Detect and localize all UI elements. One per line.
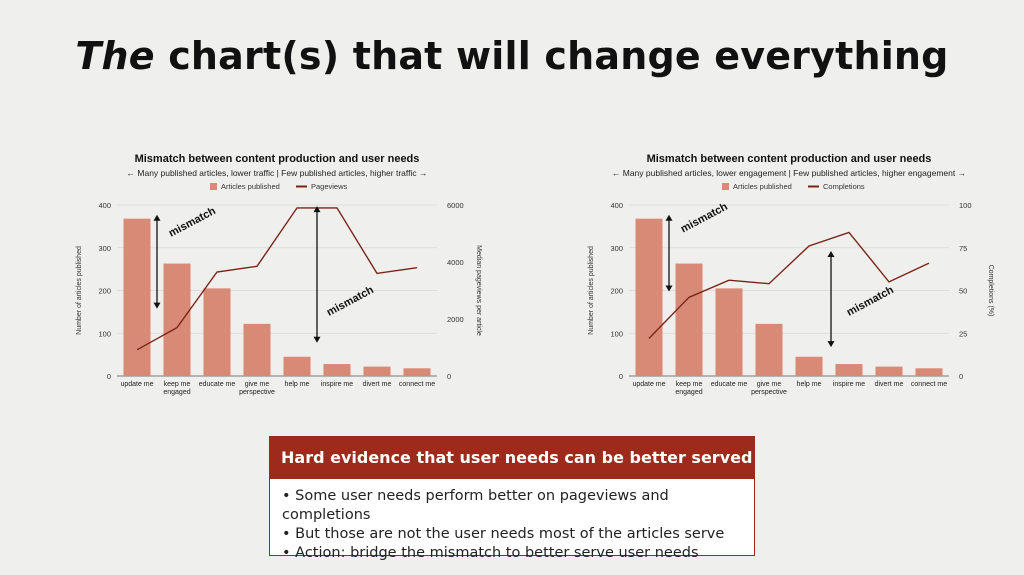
y-tick-label: 300 bbox=[98, 244, 111, 253]
series-line bbox=[648, 231, 930, 339]
y2-tick-label: 50 bbox=[959, 287, 967, 296]
x-tick-label: inspire me bbox=[321, 381, 353, 388]
y-tick-label: 200 bbox=[610, 287, 623, 296]
mismatch-arrowhead bbox=[827, 341, 835, 348]
mismatch-arrowhead bbox=[665, 285, 673, 292]
chart-title: Mismatch between content production and … bbox=[647, 153, 932, 165]
chart-subtitle: ← Many published articles, lower engagem… bbox=[612, 168, 966, 178]
evidence-bullet: • Some user needs perform better on page… bbox=[282, 488, 669, 523]
bar bbox=[123, 218, 151, 376]
bar bbox=[715, 288, 743, 376]
y2-tick-label: 4000 bbox=[447, 258, 464, 267]
x-tick-label: divert me bbox=[875, 381, 904, 388]
bar bbox=[203, 288, 231, 376]
legend-bar-swatch bbox=[722, 183, 729, 190]
evidence-bullet: • Action: bridge the mismatch to better … bbox=[282, 545, 699, 561]
bar bbox=[403, 368, 431, 376]
x-tick-label: engaged bbox=[163, 389, 190, 396]
mismatch-label: mismatch bbox=[679, 201, 730, 236]
y-tick-label: 400 bbox=[98, 201, 111, 210]
bar bbox=[635, 218, 663, 376]
mismatch-label: mismatch bbox=[325, 284, 376, 319]
bar bbox=[323, 364, 351, 376]
y2-axis-label: Median pageviews per article bbox=[475, 245, 482, 336]
bar bbox=[283, 356, 311, 376]
y-tick-label: 100 bbox=[610, 329, 623, 338]
legend-label: Completions bbox=[823, 182, 865, 191]
x-tick-label: educate me bbox=[199, 381, 236, 388]
mismatch-arrowhead bbox=[153, 302, 161, 309]
series-line bbox=[136, 207, 418, 351]
y-tick-label: 300 bbox=[610, 244, 623, 253]
y2-axis-label: Completions (%) bbox=[987, 265, 994, 317]
mismatch-label: mismatch bbox=[167, 205, 218, 240]
slide-title: The chart(s) that will change everything bbox=[0, 34, 1024, 78]
x-tick-label: perspective bbox=[239, 389, 275, 396]
legend-label: Pageviews bbox=[311, 182, 348, 191]
x-tick-label: help me bbox=[797, 381, 822, 388]
y-axis-label: Number of articles published bbox=[588, 246, 595, 335]
x-tick-label: help me bbox=[285, 381, 310, 388]
bar bbox=[915, 368, 943, 376]
bar bbox=[675, 263, 703, 376]
x-tick-label: update me bbox=[632, 381, 665, 388]
y-axis-label: Number of articles published bbox=[76, 246, 83, 335]
mismatch-arrowhead bbox=[827, 251, 835, 258]
bar bbox=[795, 356, 823, 376]
y2-tick-label: 0 bbox=[447, 372, 451, 381]
y-tick-label: 400 bbox=[610, 201, 623, 210]
x-tick-label: inspire me bbox=[833, 381, 865, 388]
legend-bar-swatch bbox=[210, 183, 217, 190]
slide-title-rest: chart(s) that will change everything bbox=[168, 34, 949, 78]
y2-tick-label: 100 bbox=[959, 201, 972, 210]
x-tick-label: divert me bbox=[363, 381, 392, 388]
y2-tick-label: 0 bbox=[959, 372, 963, 381]
evidence-header: Hard evidence that user needs can be bet… bbox=[270, 437, 754, 479]
y2-tick-label: 6000 bbox=[447, 201, 464, 210]
x-tick-label: keep me bbox=[676, 381, 703, 388]
y-tick-label: 200 bbox=[98, 287, 111, 296]
evidence-bullet: • But those are not the user needs most … bbox=[282, 526, 725, 542]
x-tick-label: perspective bbox=[751, 389, 787, 396]
slide-title-italic: The bbox=[75, 34, 155, 78]
bar bbox=[875, 366, 903, 376]
chart-subtitle: ← Many published articles, lower traffic… bbox=[127, 168, 428, 178]
mismatch-arrowhead bbox=[665, 214, 673, 221]
chart-title: Mismatch between content production and … bbox=[135, 153, 420, 165]
x-tick-label: engaged bbox=[675, 389, 702, 396]
x-tick-label: educate me bbox=[711, 381, 748, 388]
mismatch-arrowhead bbox=[313, 206, 321, 213]
evidence-box: Hard evidence that user needs can be bet… bbox=[269, 436, 755, 561]
chart-pageviews: Mismatch between content production and … bbox=[76, 153, 482, 396]
x-tick-label: update me bbox=[120, 381, 153, 388]
bar bbox=[755, 323, 783, 376]
bar bbox=[835, 364, 863, 376]
y2-tick-label: 75 bbox=[959, 244, 967, 253]
y2-tick-label: 25 bbox=[959, 329, 967, 338]
y-tick-label: 0 bbox=[619, 372, 623, 381]
mismatch-arrowhead bbox=[153, 214, 161, 221]
chart-completions: Mismatch between content production and … bbox=[588, 153, 994, 396]
legend-label: Articles published bbox=[733, 182, 792, 191]
x-tick-label: give me bbox=[757, 381, 782, 388]
y-tick-label: 100 bbox=[98, 329, 111, 338]
evidence-list: • Some user needs perform better on page… bbox=[270, 479, 754, 563]
bar bbox=[363, 366, 391, 376]
legend-label: Articles published bbox=[221, 182, 280, 191]
x-tick-label: keep me bbox=[164, 381, 191, 388]
mismatch-label: mismatch bbox=[845, 284, 896, 319]
x-tick-label: give me bbox=[245, 381, 270, 388]
x-tick-label: connect me bbox=[399, 381, 435, 388]
bar bbox=[243, 323, 271, 376]
mismatch-arrowhead bbox=[313, 336, 321, 343]
y2-tick-label: 2000 bbox=[447, 315, 464, 324]
bar bbox=[163, 263, 191, 376]
x-tick-label: connect me bbox=[911, 381, 947, 388]
y-tick-label: 0 bbox=[107, 372, 111, 381]
